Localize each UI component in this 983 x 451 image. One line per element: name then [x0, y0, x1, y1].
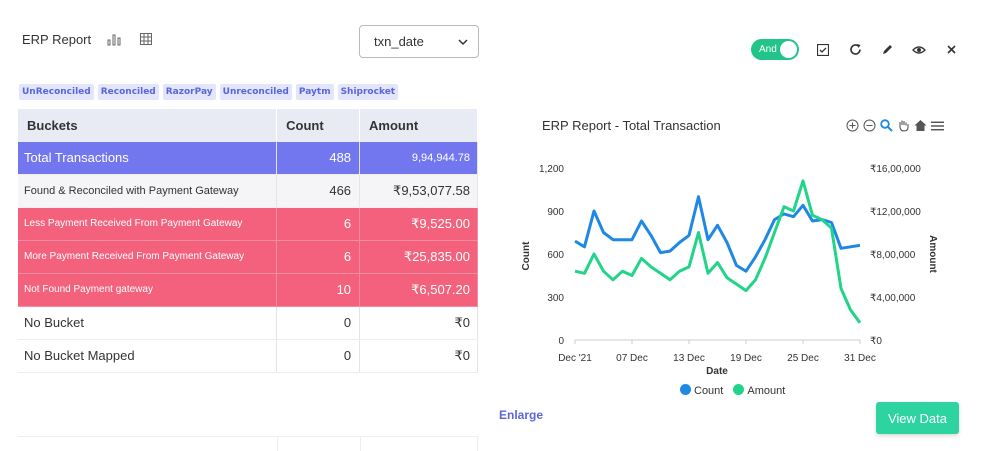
legend-label-count: Count: [694, 385, 724, 397]
eye-icon[interactable]: [911, 42, 927, 58]
table-row[interactable]: Less Payment Received From Payment Gatew…: [18, 207, 478, 241]
x-tick-label: 07 Dec: [616, 353, 648, 364]
bucket-cell: More Payment Received From Payment Gatew…: [18, 240, 278, 274]
count-cell: 10: [276, 273, 361, 307]
pan-hand-icon[interactable]: [897, 119, 910, 132]
count-cell: 6: [276, 207, 361, 241]
pencil-icon[interactable]: [879, 42, 895, 58]
zoom-out-icon[interactable]: [863, 119, 876, 132]
tag-shiprocket[interactable]: Shiprocket: [337, 84, 399, 100]
table-row[interactable]: No Bucket 0 ₹0: [18, 306, 478, 340]
legend-item-count[interactable]: Count: [680, 384, 723, 397]
refresh-icon[interactable]: [847, 42, 863, 58]
header-buckets[interactable]: Buckets: [18, 109, 278, 142]
chart-legend: Count Amount: [680, 384, 785, 397]
y-tick-label: 900: [547, 207, 564, 218]
amount-cell: ₹9,53,077.58: [359, 174, 478, 208]
checkbox-icon[interactable]: [815, 42, 831, 58]
x-tick-label: 13 Dec: [673, 353, 705, 364]
amount-cell: ₹9,525.00: [359, 207, 478, 241]
tag-razorpay[interactable]: RazorPay: [162, 84, 216, 100]
close-icon[interactable]: [943, 42, 959, 58]
buckets-table: Buckets Count Amount Total Transactions …: [18, 109, 478, 373]
y-tick-label: 600: [547, 250, 564, 261]
count-cell: 0: [276, 339, 361, 373]
zoom-in-icon[interactable]: [846, 119, 859, 132]
bucket-cell: Not Found Payment gateway: [18, 273, 278, 307]
x-tick-label: 25 Dec: [787, 353, 819, 364]
x-tick-label: 19 Dec: [730, 353, 762, 364]
bucket-cell: Total Transactions: [18, 142, 278, 175]
amount-cell: 9,94,944.78: [359, 142, 478, 175]
count-cell: 6: [276, 240, 361, 274]
legend-label-amount: Amount: [747, 385, 786, 397]
y2-tick-label: ₹4,00,000: [870, 293, 916, 304]
tag-reconciled[interactable]: Reconciled: [97, 84, 159, 100]
count-cell: 488: [276, 142, 361, 175]
table-row[interactable]: More Payment Received From Payment Gatew…: [18, 240, 478, 274]
home-icon[interactable]: [914, 119, 927, 132]
date-field-select[interactable]: txn_date: [359, 25, 479, 58]
toggle-knob: [780, 41, 797, 58]
y2-tick-label: ₹16,00,000: [870, 164, 921, 175]
menu-icon[interactable]: [931, 119, 944, 132]
x-tick-label: Dec '21: [558, 353, 592, 364]
y2-axis-label: Amount: [927, 235, 938, 273]
chart-toolbar: [846, 119, 944, 132]
filter-tags: UnReconciled Reconciled RazorPay Unrecon…: [19, 84, 399, 100]
y-axis-label: Count: [521, 241, 532, 271]
tag-unreconciled-2[interactable]: Unreconciled: [219, 84, 292, 100]
count-cell: 0: [276, 306, 361, 340]
legend-item-amount[interactable]: Amount: [733, 384, 785, 397]
header-amount[interactable]: Amount: [359, 109, 478, 142]
count-dot-icon: [680, 384, 691, 395]
bar-chart-icon[interactable]: [105, 30, 123, 48]
report-title: ERP Report: [22, 31, 92, 47]
tag-paytm[interactable]: Paytm: [295, 84, 334, 100]
table-row[interactable]: Found & Reconciled with Payment Gateway …: [18, 174, 478, 208]
header-count[interactable]: Count: [276, 109, 361, 142]
chevron-down-icon: [458, 34, 468, 49]
amount-dot-icon: [733, 384, 745, 395]
table-grid-icon[interactable]: [137, 30, 155, 48]
series-line-amount: [574, 179, 862, 324]
y2-tick-label: ₹0: [870, 336, 882, 347]
y-tick-label: 0: [558, 336, 564, 347]
x-axis-label: Date: [706, 366, 728, 377]
and-or-toggle[interactable]: And: [751, 39, 799, 60]
bucket-cell: Less Payment Received From Payment Gatew…: [18, 207, 278, 241]
y2-tick-label: ₹8,00,000: [870, 250, 916, 261]
table-header-row: Buckets Count Amount: [18, 109, 478, 142]
bucket-cell: No Bucket: [18, 306, 278, 340]
widget-toolbar: And: [751, 39, 959, 60]
x-tick-label: 31 Dec: [844, 353, 876, 364]
bucket-cell: Found & Reconciled with Payment Gateway: [18, 174, 278, 208]
y-tick-label: 1,200: [539, 164, 564, 175]
table-row[interactable]: Total Transactions 488 9,94,944.78: [18, 142, 478, 175]
table-row[interactable]: Not Found Payment gateway 10 ₹6,507.20: [18, 273, 478, 307]
amount-cell: ₹0: [359, 339, 478, 373]
report-header: ERP Report: [22, 30, 155, 48]
amount-cell: ₹6,507.20: [359, 273, 478, 307]
report-panel: ERP Report txn_date UnReconciled Reconci…: [0, 0, 490, 451]
y-tick-label: 300: [547, 293, 564, 304]
amount-cell: ₹25,835.00: [359, 240, 478, 274]
series-line-count: [574, 195, 861, 273]
count-cell: 466: [276, 174, 361, 208]
tag-unreconciled[interactable]: UnReconciled: [19, 84, 94, 100]
toggle-label: And: [759, 44, 777, 55]
select-value: txn_date: [374, 34, 424, 49]
view-data-button[interactable]: View Data: [876, 402, 959, 434]
transaction-line-chart: 0 300 600 900 1,200 ₹0 ₹4,00,000 ₹8,00,000 ₹12,0…: [521, 164, 938, 377]
table-footer-divider: [18, 436, 478, 451]
chart-title: ERP Report - Total Transaction: [542, 118, 721, 133]
bucket-cell: No Bucket Mapped: [18, 339, 278, 373]
table-row[interactable]: No Bucket Mapped 0 ₹0: [18, 339, 478, 373]
enlarge-link[interactable]: Enlarge: [499, 408, 544, 422]
amount-cell: ₹0: [359, 306, 478, 340]
y2-tick-label: ₹12,00,000: [870, 207, 921, 218]
magnifier-icon[interactable]: [880, 119, 893, 132]
